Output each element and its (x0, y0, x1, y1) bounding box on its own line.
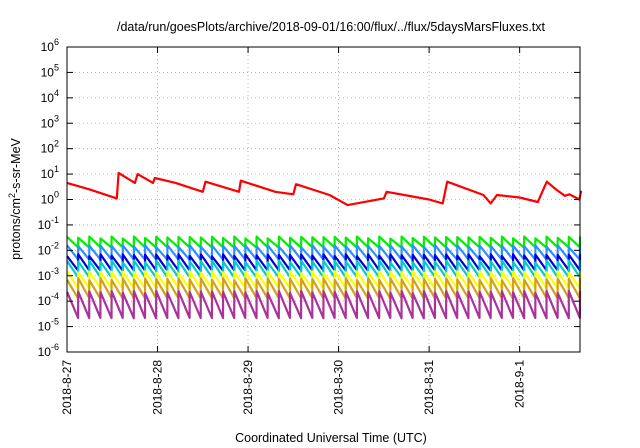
y-label-rest: -s-sr-MeV (9, 137, 23, 193)
y-tick-label: 10-4 (38, 291, 59, 308)
y-tick-exponent: -2 (51, 240, 59, 250)
y-tick-label: 10-6 (38, 342, 59, 359)
x-tick-label: 2018-8-29 (241, 360, 255, 415)
y-tick-label: 102 (41, 139, 59, 156)
y-tick-base: 10 (38, 345, 52, 359)
y-tick-base: 10 (38, 218, 52, 232)
y-tick-base: 10 (38, 294, 52, 308)
x-tick-label: 2018-8-31 (422, 360, 436, 415)
y-tick-exponent: -6 (51, 342, 59, 352)
y-tick-label: 106 (41, 37, 59, 54)
y-label-base: protons/cm (9, 198, 23, 260)
y-tick-exponent: 5 (54, 62, 59, 72)
y-tick-exponent: -1 (51, 215, 59, 225)
series-line-0 (66, 171, 583, 207)
series-line-7 (65, 290, 582, 320)
x-axis-label: Coordinated Universal Time (UTC) (235, 431, 427, 445)
y-tick-label: 10-3 (38, 266, 59, 283)
x-tick-label: 2018-8-30 (332, 360, 346, 415)
chart-title: /data/run/goesPlots/archive/2018-09-01/1… (117, 20, 546, 34)
x-tick-label: 2018-8-27 (60, 360, 74, 415)
y-tick-label: 103 (41, 113, 59, 130)
y-tick-base: 10 (41, 142, 55, 156)
y-tick-exponent: 3 (54, 113, 59, 123)
y-tick-exponent: 0 (54, 190, 59, 200)
y-label-sup: 2 (7, 193, 17, 198)
y-tick-base: 10 (38, 243, 52, 257)
y-tick-base: 10 (41, 65, 55, 79)
y-tick-exponent: 4 (54, 88, 59, 98)
y-tick-label: 10-1 (38, 215, 59, 232)
y-tick-base: 10 (38, 269, 52, 283)
y-axis-label: protons/cm2-s-sr-MeV (7, 137, 23, 259)
y-tick-base: 10 (41, 91, 55, 105)
y-tick-label: 10-2 (38, 240, 59, 257)
y-tick-label: 100 (41, 190, 59, 207)
y-tick-label: 101 (41, 164, 59, 181)
y-tick-base: 10 (41, 116, 55, 130)
x-axis: 2018-8-27 2018-8-28 2018-8-29 2018-8-30 2018… (60, 47, 527, 415)
y-tick-exponent: 6 (54, 37, 59, 47)
y-tick-label: 105 (41, 62, 59, 79)
y-tick-base: 10 (41, 40, 55, 54)
y-tick-base: 10 (38, 320, 52, 334)
y-tick-exponent: -3 (51, 266, 59, 276)
x-tick-label: 2018-9-1 (513, 360, 527, 408)
y-tick-base: 10 (41, 167, 55, 181)
y-tick-exponent: 1 (54, 164, 59, 174)
x-tick-label: 2018-8-28 (151, 360, 165, 415)
y-tick-exponent: -5 (51, 317, 59, 327)
y-tick-label: 10-5 (38, 317, 59, 334)
y-tick-exponent: 2 (54, 139, 59, 149)
y-tick-base: 10 (41, 193, 55, 207)
y-tick-label: 104 (41, 88, 59, 105)
series-layer (65, 171, 583, 320)
series-line-1 (66, 235, 582, 249)
y-axis: 10610510410310210110010-110-210-310-410-… (38, 37, 580, 359)
y-tick-exponent: -4 (51, 291, 59, 301)
